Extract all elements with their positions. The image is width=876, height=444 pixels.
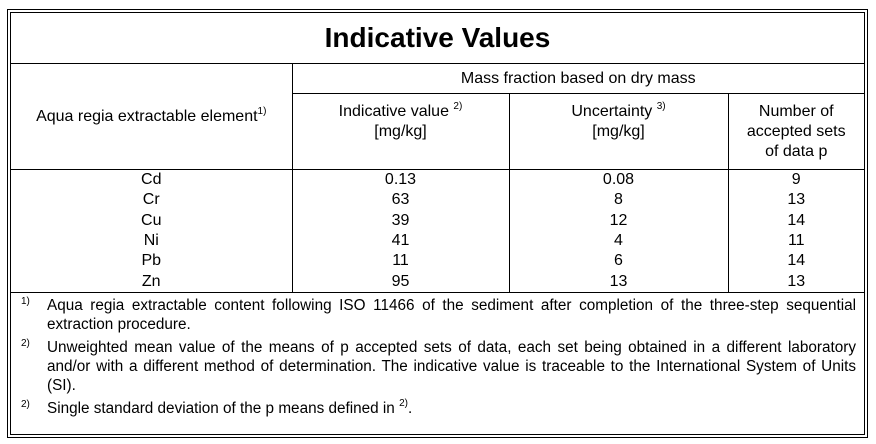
cell-value: 41 (291, 230, 509, 252)
group-header: Mass fraction based on dry mass (291, 63, 864, 94)
footnote: 2) Single standard deviation of the p mea… (21, 397, 856, 418)
cell-element: Cd (141, 171, 162, 189)
count-header: Number of accepted sets of data p (727, 93, 864, 170)
table-row: Cu 39 12 14 (11, 210, 864, 231)
cell-count: 9 (727, 169, 864, 191)
table-row: Cr 63 8 13 (11, 190, 864, 211)
cell-element: Zn (11, 271, 292, 293)
cell-uncertainty: 12 (508, 210, 728, 231)
table-row: Cd 0.13 0.08 9 (11, 169, 864, 191)
cell-value: 0.13 (291, 169, 509, 191)
table-title: Indicative Values (11, 13, 864, 64)
cell-element: Cr (142, 191, 160, 209)
footnote-mark: 2) (21, 337, 30, 349)
footnote-mark: 1) (21, 295, 30, 307)
table-row: Pb 11 6 14 (11, 251, 864, 272)
cell-uncertainty: 6 (508, 251, 728, 272)
cell-count: 13 (727, 271, 864, 293)
cell-uncertainty: 8 (508, 190, 728, 211)
footnote-text: Unweighted mean value of the means of p … (47, 338, 856, 394)
cell-value: 95 (291, 271, 509, 293)
footnote-mark: 2) (21, 398, 30, 410)
cell-count: 13 (727, 190, 864, 211)
cell-uncertainty: 13 (508, 271, 728, 293)
element-header: Aqua regia extractable element1) (11, 63, 292, 170)
indicative-values-table: Indicative Values Aqua regia extractable… (7, 9, 868, 438)
cell-element: Cu (141, 211, 162, 229)
cell-count: 14 (727, 251, 864, 272)
cell-count: 14 (727, 210, 864, 231)
footnote: 2) Unweighted mean value of the means of … (21, 338, 856, 395)
cell-value: 11 (291, 251, 509, 272)
footnote-text: Single standard deviation of the p means… (47, 397, 413, 417)
uncertainty-header: Uncertainty 3) [mg/kg] (508, 93, 728, 170)
footnote: 1) Aqua regia extractable content followi… (21, 296, 856, 334)
cell-count: 11 (727, 230, 864, 252)
table-row: Ni 41 4 11 (11, 230, 864, 252)
footnote-text: Aqua regia extractable content following… (47, 296, 856, 333)
cell-value: 39 (291, 210, 509, 231)
cell-uncertainty: 4 (508, 230, 728, 252)
footnotes: 1) Aqua regia extractable content followi… (11, 293, 864, 418)
cell-uncertainty: 0.08 (508, 169, 728, 191)
cell-element: Pb (141, 252, 162, 270)
cell-element: Ni (143, 232, 159, 250)
cell-value: 63 (291, 190, 509, 211)
table-row: Zn 95 13 13 (11, 271, 864, 293)
indicative-value-header: Indicative value 2) [mg/kg] (291, 93, 509, 170)
